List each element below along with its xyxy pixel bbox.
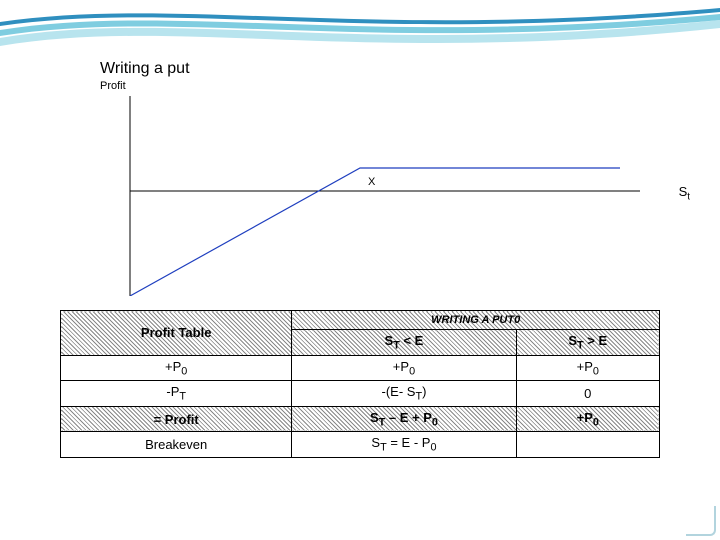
table-row: +P0+P0+P0 (61, 355, 660, 381)
profit-table-element: Profit TableWRITING A PUT0ST < EST > E+P… (60, 310, 660, 458)
wave-header (0, 0, 720, 60)
cell: -PT (61, 381, 292, 407)
payoff-chart: X St (100, 96, 660, 296)
cell: 0 (516, 381, 659, 407)
content-area: Writing a put Profit X St (100, 60, 660, 296)
cell: = Profit (61, 406, 292, 432)
page-title: Writing a put (100, 60, 660, 78)
cell: +P0 (292, 355, 516, 381)
st-axis-label: St (679, 184, 690, 203)
table-row: = ProfitST – E + P0+P0 (61, 406, 660, 432)
x-strike-label: X (368, 176, 375, 188)
table-caption: WRITING A PUT0 (292, 311, 660, 330)
col-header-2: ST < E (292, 330, 516, 356)
cell: -(E- ST) (292, 381, 516, 407)
chart-svg (100, 96, 660, 296)
cell: Breakeven (61, 432, 292, 458)
cell (516, 432, 659, 458)
cell: +P0 (516, 406, 659, 432)
table-header-left: Profit Table (61, 311, 292, 356)
profit-axis-label: Profit (100, 80, 660, 92)
profit-table: Profit TableWRITING A PUT0ST < EST > E+P… (60, 310, 660, 458)
cell: ST – E + P0 (292, 406, 516, 432)
table-row: -PT-(E- ST)0 (61, 381, 660, 407)
cell: +P0 (61, 355, 292, 381)
table-row: BreakevenST = E - P0 (61, 432, 660, 458)
cell: +P0 (516, 355, 659, 381)
corner-decoration (686, 506, 716, 536)
col-header-3: ST > E (516, 330, 659, 356)
cell: ST = E - P0 (292, 432, 516, 458)
